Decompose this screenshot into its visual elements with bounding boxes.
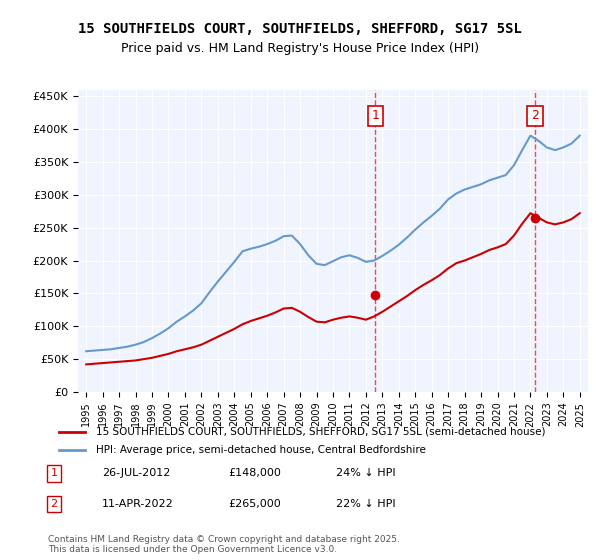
- Text: Contains HM Land Registry data © Crown copyright and database right 2025.
This d: Contains HM Land Registry data © Crown c…: [48, 535, 400, 554]
- Text: 24% ↓ HPI: 24% ↓ HPI: [336, 468, 395, 478]
- Text: 1: 1: [50, 468, 58, 478]
- Text: 15 SOUTHFIELDS COURT, SOUTHFIELDS, SHEFFORD, SG17 5SL: 15 SOUTHFIELDS COURT, SOUTHFIELDS, SHEFF…: [78, 22, 522, 36]
- Text: Price paid vs. HM Land Registry's House Price Index (HPI): Price paid vs. HM Land Registry's House …: [121, 42, 479, 55]
- Text: 2: 2: [50, 499, 58, 509]
- Text: 2: 2: [531, 109, 539, 123]
- Text: 26-JUL-2012: 26-JUL-2012: [102, 468, 170, 478]
- Text: 1: 1: [371, 109, 379, 123]
- Text: £148,000: £148,000: [228, 468, 281, 478]
- Text: 15 SOUTHFIELDS COURT, SOUTHFIELDS, SHEFFORD, SG17 5SL (semi-detached house): 15 SOUTHFIELDS COURT, SOUTHFIELDS, SHEFF…: [95, 427, 545, 437]
- Text: 11-APR-2022: 11-APR-2022: [102, 499, 174, 509]
- Text: HPI: Average price, semi-detached house, Central Bedfordshire: HPI: Average price, semi-detached house,…: [95, 445, 425, 455]
- Text: 22% ↓ HPI: 22% ↓ HPI: [336, 499, 395, 509]
- Text: £265,000: £265,000: [228, 499, 281, 509]
